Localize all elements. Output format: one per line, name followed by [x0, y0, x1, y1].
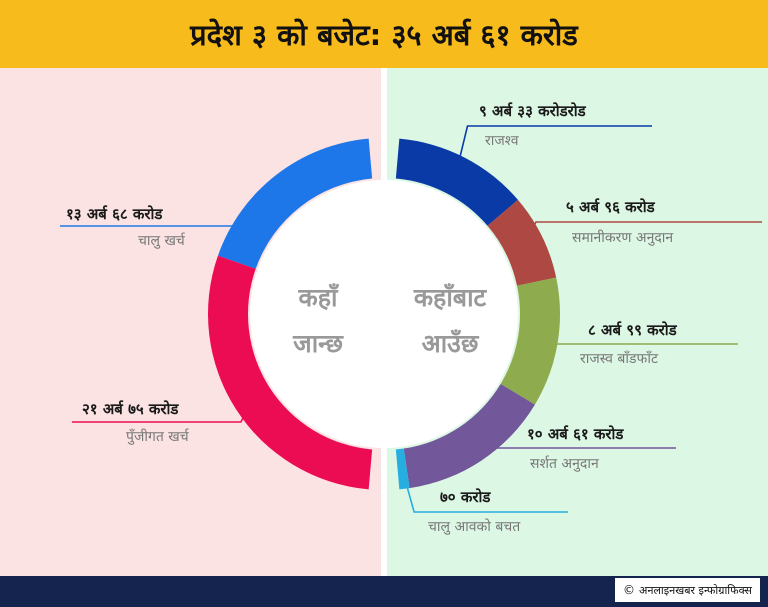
center-label-left-line2: जान्छ	[292, 329, 344, 358]
credit-badge: © अनलाइनखबर इन्फोग्राफिक्स	[614, 578, 760, 602]
right-category-label: राजश्व	[485, 133, 519, 149]
right-arc-2	[500, 277, 560, 405]
right-leader-line-0	[454, 125, 652, 176]
right-category-label: समानीकरण अनुदान	[572, 230, 674, 246]
left-value-label: २१ अर्ब ७५ करोड	[82, 400, 179, 418]
right-value-label: ७० करोड	[440, 488, 491, 506]
right-leader-line-3	[470, 443, 676, 449]
center-label-right-line2: आउँछ	[422, 329, 480, 358]
right-category-label: सर्शत अनुदान	[530, 456, 599, 472]
copyright-icon: ©	[622, 583, 635, 597]
right-value-label: ५ अर्ब ९६ करोड	[566, 198, 655, 216]
right-category-label: चालु आवको बचत	[428, 519, 521, 535]
credit-text: अनलाइनखबर इन्फोग्राफिक्स	[638, 583, 752, 597]
left-arc-1	[208, 255, 373, 490]
right-leader-line-1	[523, 221, 762, 246]
left-value-label: १३ अर्ब ६८ करोड	[66, 205, 163, 223]
right-leader-line-2	[537, 339, 738, 345]
left-category-label: पुँजीगत खर्च	[126, 429, 189, 445]
right-arc-1	[487, 199, 557, 286]
right-value-label: १० अर्ब ६१ करोड	[527, 425, 624, 443]
donut-hole	[250, 180, 518, 448]
center-label-right-line1: कहाँबाट	[413, 283, 488, 312]
right-value-label: ९ अर्ब ३३ करोडरोड	[479, 102, 586, 120]
page-title: प्रदेश ३ को बजेट: ३५ अर्ब ६१ करोड	[190, 17, 578, 52]
left-category-label: चालु खर्च	[138, 233, 185, 249]
left-leader-line-1	[72, 398, 254, 423]
title-bar: प्रदेश ३ को बजेट: ३५ अर्ब ६१ करोड	[0, 0, 768, 68]
right-category-label: राजस्व बाँडफाँट	[580, 351, 659, 367]
right-value-label: ८ अर्ब ९९ करोड	[588, 321, 677, 339]
left-leader-line-0	[60, 190, 290, 227]
left-arc-0	[217, 138, 373, 269]
center-label-left-line1: कहाँ	[298, 283, 340, 312]
right-arc-0	[395, 138, 518, 226]
right-arc-3	[403, 383, 535, 489]
right-leader-line-4	[401, 468, 568, 513]
